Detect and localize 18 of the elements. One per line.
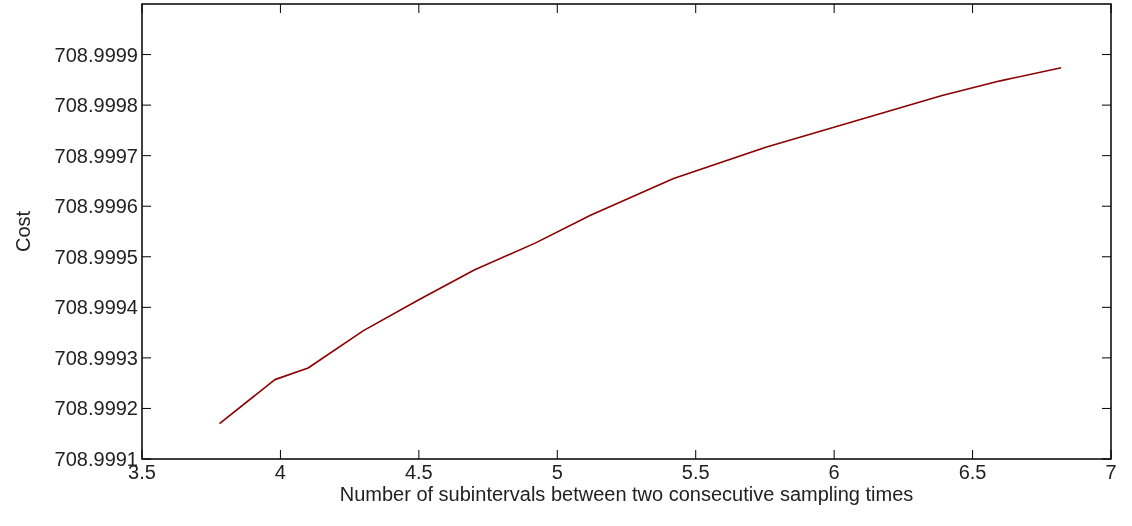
y-tick-label: 708.9993: [54, 346, 138, 369]
line-series: [218, 66, 1062, 425]
y-tick-label: 708.9999: [54, 43, 138, 66]
x-tick-label: 6: [828, 461, 840, 483]
y-tick-label: 708.9998: [54, 94, 138, 117]
x-tick-label: 5: [551, 461, 563, 483]
y-tick-label: 708.9994: [54, 296, 138, 319]
y-tick-label: 708.9992: [54, 397, 138, 420]
x-tick-label: 6.5: [958, 461, 987, 483]
x-tick-label: 4: [274, 461, 286, 483]
x-tick-label: 4.5: [404, 461, 433, 483]
y-tick-label: 708.9997: [54, 144, 138, 167]
x-tick-label: 5.5: [681, 461, 710, 483]
x-axis-title: Number of subintervals between two consecutive sampling times: [339, 483, 914, 505]
y-tick-label: 708.9995: [54, 245, 138, 268]
y-tick-label: 708.9996: [54, 195, 138, 218]
y-axis-title: Cost: [12, 210, 34, 253]
x-tick-label: 7: [1105, 461, 1117, 483]
